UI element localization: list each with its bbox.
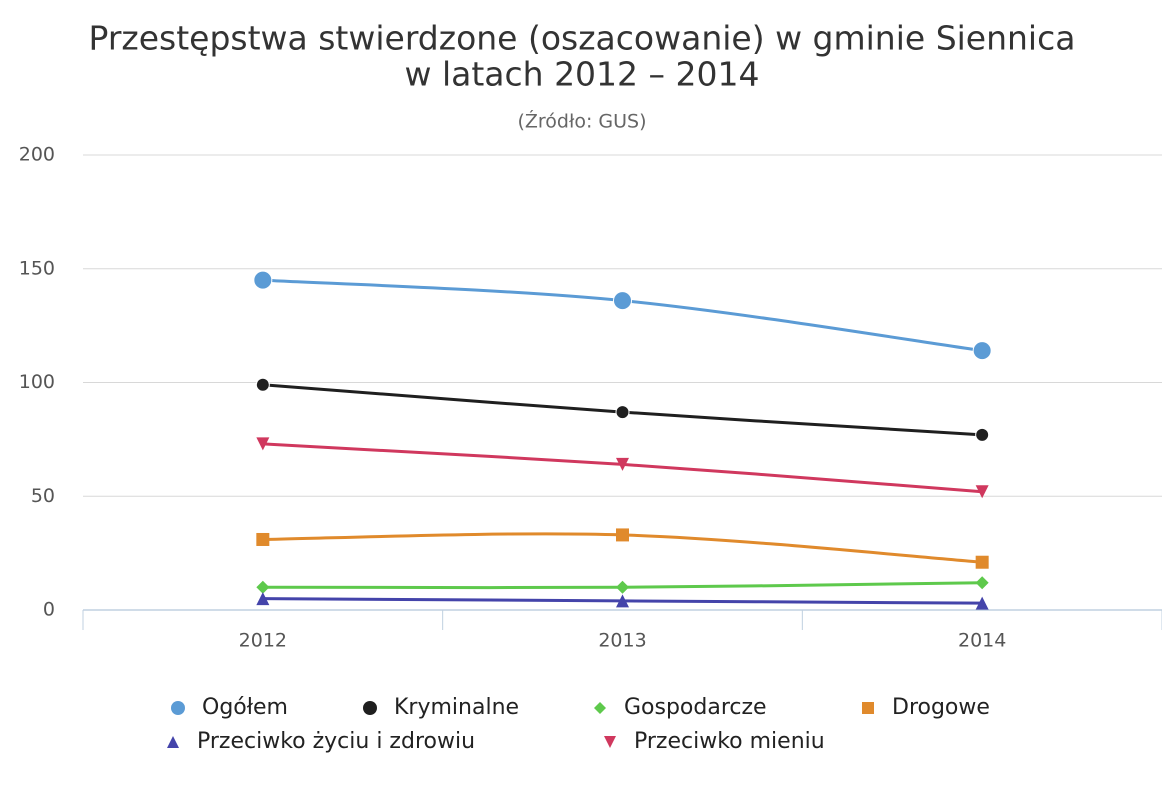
- legend-label: Kryminalne: [394, 695, 519, 720]
- x-tick-label: 2014: [958, 630, 1006, 652]
- legend-label: Gospodarcze: [624, 695, 767, 720]
- legend-label: Przeciwko mieniu: [634, 729, 825, 754]
- marker: [975, 576, 989, 590]
- legend-symbol: [594, 702, 606, 714]
- marker: [975, 485, 989, 499]
- marker: [616, 580, 629, 594]
- marker: [975, 427, 990, 442]
- marker: [256, 580, 270, 594]
- marker: [616, 594, 629, 608]
- chart-title: w latach 2012 – 2014: [404, 55, 759, 94]
- chart-subtitle: (Źródło: GUS): [517, 110, 646, 133]
- marker: [975, 555, 989, 569]
- legend-label: Przeciwko życiu i zdrowiu: [197, 729, 475, 754]
- legend-label: Drogowe: [892, 695, 990, 720]
- y-tick-label: 0: [43, 599, 55, 621]
- marker: [616, 528, 629, 542]
- y-tick-label: 200: [19, 144, 55, 166]
- marker: [256, 592, 270, 606]
- marker: [256, 437, 270, 451]
- legend-symbol: [171, 701, 185, 715]
- legend-symbol: [167, 736, 179, 748]
- marker: [256, 532, 270, 546]
- x-tick-label: 2013: [598, 630, 646, 652]
- marker: [616, 457, 629, 471]
- legend-label: Ogółem: [202, 695, 288, 720]
- series-line: [262, 278, 983, 353]
- marker: [972, 341, 992, 361]
- marker: [613, 291, 632, 311]
- marker: [975, 596, 989, 610]
- legend-symbol: [604, 736, 616, 748]
- y-tick-label: 100: [19, 371, 55, 393]
- chart-title: Przestępstwa stwierdzone (oszacowanie) w…: [89, 19, 1076, 58]
- y-tick-label: 150: [19, 257, 55, 279]
- marker: [255, 377, 270, 392]
- x-tick-label: 2012: [239, 630, 287, 652]
- legend-symbol: [862, 702, 874, 714]
- y-tick-label: 50: [31, 485, 55, 507]
- marker: [615, 405, 630, 420]
- legend-symbol: [363, 701, 377, 715]
- marker: [253, 270, 273, 290]
